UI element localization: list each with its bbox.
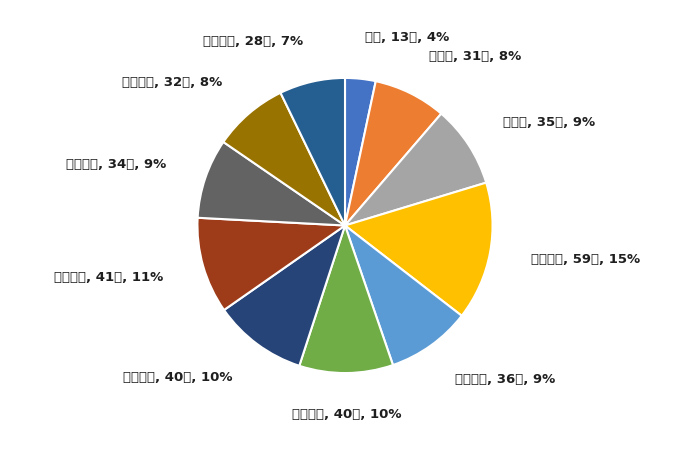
Wedge shape — [345, 226, 462, 365]
Wedge shape — [345, 81, 442, 226]
Wedge shape — [345, 78, 376, 226]
Text: ７０歳〜, 32人, 8%: ７０歳〜, 32人, 8% — [121, 76, 221, 89]
Text: ４０歳〜, 40人, 10%: ４０歳〜, 40人, 10% — [123, 371, 233, 384]
Wedge shape — [345, 114, 486, 226]
Text: ５歳〜, 35人, 9%: ５歳〜, 35人, 9% — [503, 116, 595, 129]
Text: ６０歳〜, 34人, 9%: ６０歳〜, 34人, 9% — [66, 158, 166, 171]
Wedge shape — [224, 226, 345, 366]
Text: ３０歳〜, 40人, 10%: ３０歳〜, 40人, 10% — [292, 408, 402, 421]
Text: １歳〜, 31人, 8%: １歳〜, 31人, 8% — [429, 50, 521, 63]
Wedge shape — [345, 183, 493, 316]
Text: １０歳〜, 59人, 15%: １０歳〜, 59人, 15% — [531, 253, 640, 266]
Text: ２０歳〜, 36人, 9%: ２０歳〜, 36人, 9% — [455, 373, 555, 386]
Wedge shape — [224, 93, 345, 226]
Text: ０歳, 13人, 4%: ０歳, 13人, 4% — [365, 31, 449, 44]
Wedge shape — [197, 142, 345, 226]
Text: ８０歳〜, 28人, 7%: ８０歳〜, 28人, 7% — [203, 35, 303, 48]
Wedge shape — [299, 226, 393, 373]
Text: ５０歳〜, 41人, 11%: ５０歳〜, 41人, 11% — [54, 271, 164, 284]
Wedge shape — [281, 78, 345, 226]
Wedge shape — [197, 218, 345, 310]
